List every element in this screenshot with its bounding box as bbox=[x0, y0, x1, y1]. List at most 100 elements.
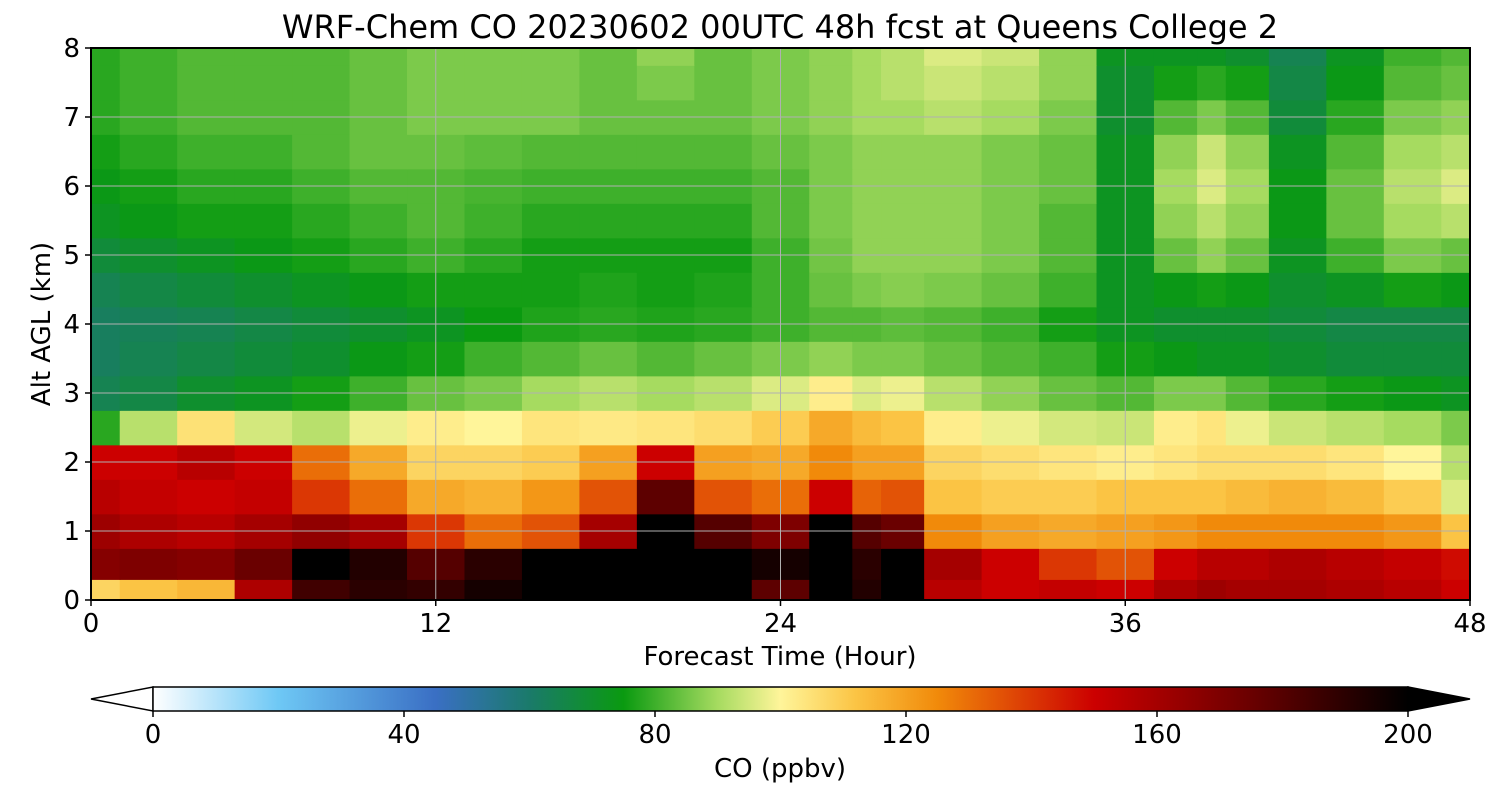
heatmap-cell bbox=[119, 479, 178, 515]
heatmap-cell bbox=[694, 479, 753, 515]
heatmap-cell bbox=[1225, 203, 1270, 239]
y-tick-label: 7 bbox=[63, 103, 80, 133]
x-axis-ticks: 0 12 24 36 48 bbox=[83, 600, 1487, 639]
heatmap-cell bbox=[119, 48, 178, 66]
x-tick-label: 48 bbox=[1453, 609, 1486, 639]
heatmap-cell bbox=[852, 548, 882, 580]
heatmap-cell bbox=[1153, 134, 1198, 170]
heatmap-cell bbox=[1225, 341, 1270, 377]
colorbar-extend-high bbox=[1407, 686, 1471, 712]
heatmap-cell bbox=[579, 341, 638, 377]
heatmap-cell bbox=[521, 410, 580, 446]
heatmap-cell bbox=[1153, 48, 1198, 66]
x-tick-label: 36 bbox=[1109, 609, 1142, 639]
co-heatmap-cells bbox=[91, 48, 1470, 600]
heatmap-cell bbox=[1197, 548, 1227, 580]
heatmap-cell bbox=[1441, 272, 1470, 308]
heatmap-cell bbox=[1153, 272, 1198, 308]
heatmap-cell bbox=[1197, 272, 1227, 308]
heatmap-cell bbox=[1326, 341, 1385, 377]
heatmap-cell bbox=[119, 579, 178, 600]
heatmap-cell bbox=[1268, 65, 1327, 101]
heatmap-cell bbox=[694, 548, 753, 580]
heatmap-cell bbox=[234, 65, 293, 101]
heatmap-cell bbox=[1039, 341, 1098, 377]
x-tick-label: 24 bbox=[764, 609, 797, 639]
heatmap-cell bbox=[1197, 479, 1227, 515]
heatmap-cell bbox=[91, 65, 121, 101]
heatmap-cell bbox=[177, 134, 236, 170]
plot-grid bbox=[91, 48, 1470, 600]
heatmap-cell bbox=[1268, 203, 1327, 239]
heatmap-cell bbox=[924, 48, 983, 66]
heatmap-cell bbox=[91, 479, 121, 515]
heatmap-cell bbox=[1326, 65, 1385, 101]
heatmap-cell bbox=[349, 203, 408, 239]
heatmap-cell bbox=[1441, 65, 1470, 101]
heatmap-cell bbox=[1153, 548, 1198, 580]
heatmap-cell bbox=[464, 272, 523, 308]
heatmap-cell bbox=[234, 272, 293, 308]
heatmap-cell bbox=[119, 65, 178, 101]
heatmap-cell bbox=[579, 479, 638, 515]
heatmap-cell bbox=[1383, 410, 1442, 446]
heatmap-cell bbox=[91, 48, 121, 66]
heatmap-cell bbox=[1197, 579, 1227, 600]
heatmap-cell bbox=[234, 48, 293, 66]
heatmap-cell bbox=[924, 272, 983, 308]
heatmap-cell bbox=[349, 341, 408, 377]
heatmap-cell bbox=[464, 341, 523, 377]
heatmap-cell bbox=[464, 410, 523, 446]
heatmap-cell bbox=[119, 203, 178, 239]
heatmap-cell bbox=[177, 203, 236, 239]
heatmap-cell bbox=[636, 272, 695, 308]
colorbar-tick-label: 160 bbox=[1132, 720, 1182, 750]
heatmap-cell bbox=[464, 48, 523, 66]
heatmap-cell bbox=[1268, 134, 1327, 170]
heatmap-cell bbox=[1225, 48, 1270, 66]
heatmap-cell bbox=[881, 410, 925, 446]
heatmap-cell bbox=[464, 479, 523, 515]
heatmap-cell bbox=[981, 48, 1040, 66]
heatmap-cell bbox=[809, 203, 853, 239]
heatmap-cell bbox=[809, 272, 853, 308]
heatmap-cell bbox=[1268, 410, 1327, 446]
heatmap-cell bbox=[177, 579, 236, 600]
heatmap-cell bbox=[1153, 203, 1198, 239]
heatmap-cell bbox=[1197, 203, 1227, 239]
heatmap-cell bbox=[881, 579, 925, 600]
heatmap-cell bbox=[1441, 134, 1470, 170]
heatmap-cell bbox=[1153, 579, 1198, 600]
heatmap-cell bbox=[1326, 203, 1385, 239]
y-tick-label: 1 bbox=[63, 517, 80, 547]
heatmap-cell bbox=[1441, 203, 1470, 239]
heatmap-cell bbox=[1383, 203, 1442, 239]
colorbar-gradient bbox=[152, 686, 1409, 712]
y-tick-label: 2 bbox=[63, 448, 80, 478]
heatmap-cell bbox=[177, 410, 236, 446]
heatmap-cell bbox=[91, 410, 121, 446]
heatmap-cell bbox=[1326, 272, 1385, 308]
chart-title: WRF-Chem CO 20230602 00UTC 48h fcst at Q… bbox=[282, 8, 1278, 46]
heatmap-cell bbox=[809, 48, 853, 66]
heatmap-cell bbox=[579, 410, 638, 446]
heatmap-cell bbox=[981, 65, 1040, 101]
heatmap-cell bbox=[809, 410, 853, 446]
heatmap-cell bbox=[1326, 548, 1385, 580]
heatmap-cell bbox=[1268, 579, 1327, 600]
heatmap-cell bbox=[881, 203, 925, 239]
heatmap-cell bbox=[464, 203, 523, 239]
heatmap-cell bbox=[809, 479, 853, 515]
heatmap-cell bbox=[177, 548, 236, 580]
heatmap-cell bbox=[852, 272, 882, 308]
y-tick-label: 8 bbox=[63, 34, 80, 64]
heatmap-cell bbox=[1039, 479, 1098, 515]
colorbar-ticks: 0 40 80 120 160 200 bbox=[145, 711, 1433, 750]
x-tick-label: 0 bbox=[83, 609, 100, 639]
heatmap-cell bbox=[981, 134, 1040, 170]
heatmap-cell bbox=[1383, 272, 1442, 308]
heatmap-cell bbox=[464, 548, 523, 580]
heatmap-cell bbox=[881, 479, 925, 515]
heatmap-cell bbox=[924, 134, 983, 170]
heatmap-cell bbox=[1225, 410, 1270, 446]
